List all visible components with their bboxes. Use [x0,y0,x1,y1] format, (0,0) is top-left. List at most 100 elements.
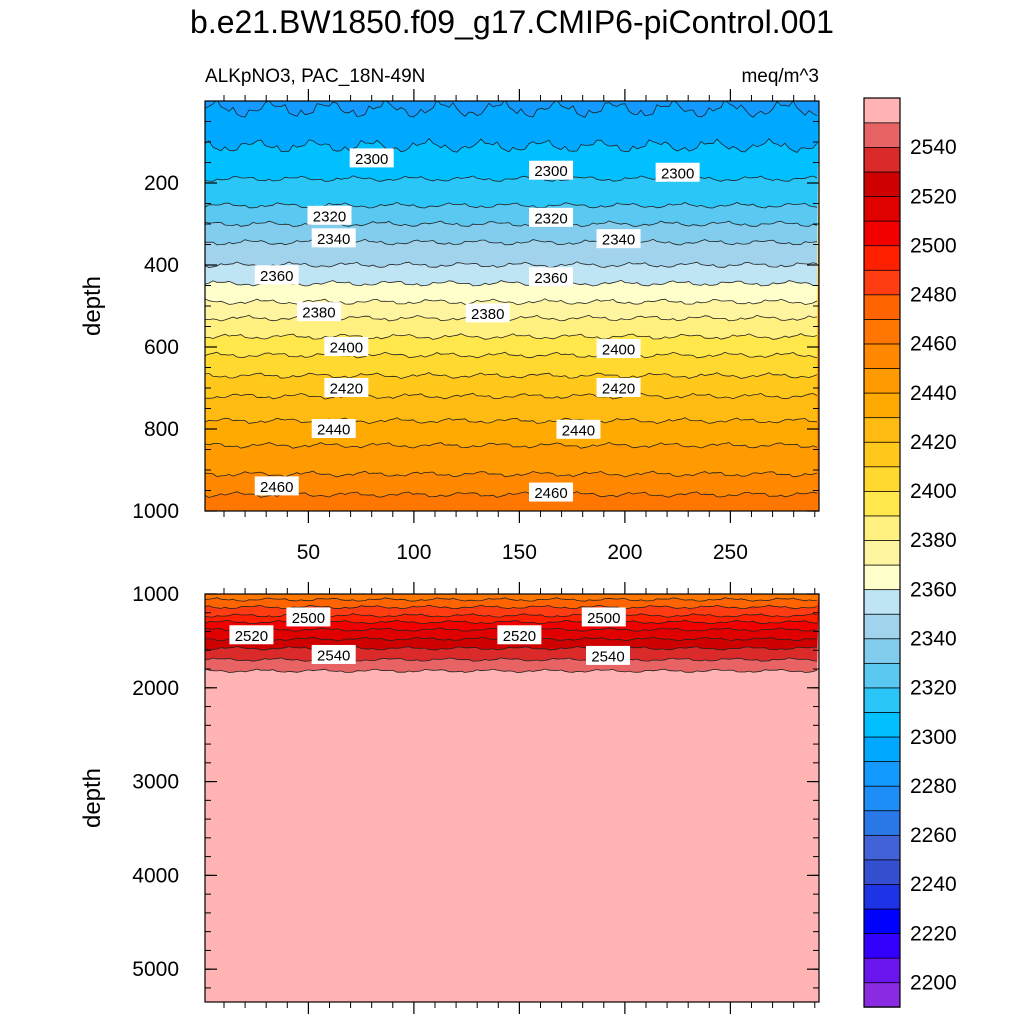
upper-contour-label: 2400 [324,337,369,357]
upper-contour-label-text: 2440 [562,422,595,439]
upper-contour-label: 2460 [254,476,299,496]
colorbar-swatch [863,662,901,689]
upper-y-tick-label: 600 [144,336,179,359]
upper-contour-label-text: 2460 [534,485,567,502]
upper-contour-label-bg [324,378,369,397]
colorbar-swatch [863,957,901,984]
upper-contour-label-text: 2380 [302,305,335,322]
upper-contour-line-2320 [205,201,818,209]
colorbar-tick-label: 2240 [910,873,957,896]
upper-contour-label: 2360 [254,265,299,285]
upper-contour-label-bg [311,419,356,438]
upper-x-tick-label: 100 [396,541,431,564]
upper-contour-label-bg [596,339,641,359]
upper-contour-label: 2320 [307,205,352,225]
lower-y-tick-label: 3000 [132,771,179,794]
lower-contour-label-text: 2520 [503,628,536,645]
colorbar-tick-label: 2500 [910,234,957,257]
lower-contour-label-bg [586,645,631,665]
upper-contour-line-2310 [205,175,818,182]
colorbar-swatch [863,588,901,615]
colorbar-tick-label: 2440 [910,382,957,405]
upper-contour-label-text: 2400 [602,342,635,359]
upper-contour-label-text: 2300 [355,151,388,168]
colorbar-tick-label: 2540 [910,136,957,159]
lower-contour-line-2480 [205,604,818,610]
colorbar-swatch [863,687,901,713]
colorbar-tick-label: 2360 [910,578,957,601]
upper-contour-label-bg [529,207,574,227]
upper-x-tick-label: 250 [713,541,748,564]
lower-contour-label-bg [311,644,356,664]
upper-contour-label-bg [556,419,601,439]
colorbar-swatch [863,932,901,959]
upper-contour-label-text: 2300 [661,165,694,182]
upper-contour-label-text: 2420 [602,381,635,398]
upper-contour-label-bg [324,337,369,356]
colorbar-tick-label: 2380 [910,529,957,552]
lower-contour-line-2470 [205,597,818,602]
upper-contour-label-bg [529,482,574,502]
lower-axes: 1000 2000 3000 4000 5000 [132,582,819,1014]
colorbar-swatch [863,785,901,812]
upper-contour-label-text: 2300 [534,163,567,180]
upper-contour-lines [205,101,818,499]
upper-y-tick-label: 400 [144,254,179,277]
colorbar-swatch [863,859,901,885]
upper-contour-label-bg [349,148,394,168]
lower-contour-label-text: 2520 [235,628,268,645]
lower-plot-frame [204,593,820,1003]
lower-contour-label-bg [286,607,331,627]
upper-contour-label-text: 2340 [317,231,350,248]
upper-contour-label: 2440 [556,419,601,439]
colorbar-swatch [863,195,901,222]
colorbar-swatch [863,760,901,787]
upper-contour-label-text: 2360 [534,270,567,287]
upper-contour-label-text: 2320 [313,208,346,225]
lower-contour-line-2550 [205,668,818,673]
colorbar-swatch [863,711,901,738]
colorbar: 2200 2220 2240 2260 2280 2300 2320 2340 2360 2380… [863,97,957,1008]
upper-contour-line-2350 [205,261,818,269]
upper-contour-label-text: 2420 [330,381,363,398]
upper-y-tick-label: 200 [144,172,179,195]
upper-contour-label-bg [596,229,641,249]
upper-y-axis-label: depth [79,276,106,336]
colorbar-swatch [863,490,901,517]
colorbar-swatch [863,318,901,345]
upper-contour-label-text: 2340 [602,232,635,249]
colorbar-swatch [863,466,901,492]
upper-contour-line-2360 [205,279,818,287]
upper-contour-label-bg [254,476,299,496]
lower-y-tick-label: 4000 [132,864,179,887]
lower-contour-line-2530 [205,645,818,651]
lower-contour-label: 2500 [286,607,331,627]
lower-y-tick-label: 2000 [132,677,179,700]
upper-contour-label: 2300 [529,160,574,180]
lower-panel: 2500 2520 2540 2500 2520 2540 1000 2000 3000 400… [79,582,820,1014]
colorbar-swatch [863,343,901,369]
upper-contour-label: 2380 [465,303,510,323]
colorbar-swatch [863,146,901,173]
colorbar-swatch [863,367,901,394]
chart-title: b.e21.BW1850.f09_g17.CMIP6-piControl.001 [190,4,834,40]
colorbar-swatch [863,982,901,1008]
colorbar-swatch [863,810,901,836]
lower-contour-label-text: 2500 [587,610,620,627]
colorbar-swatch [863,908,901,934]
upper-contour-line-2440 [205,441,818,449]
lower-contour-label: 2540 [311,644,356,664]
upper-contour-label: 2300 [349,148,394,168]
colorbar-tick-label: 2480 [910,284,957,307]
colorbar-swatch [863,613,901,640]
colorbar-tick-label: 2460 [910,333,957,356]
upper-contour-label-bg [529,267,574,287]
colorbar-frame [863,97,901,1008]
lower-contour-label-text: 2500 [292,610,325,627]
colorbar-swatch [863,441,901,468]
upper-contour-line-2390 [205,333,818,340]
upper-contour-label: 2320 [529,207,574,227]
upper-contour-label: 2420 [596,378,641,398]
